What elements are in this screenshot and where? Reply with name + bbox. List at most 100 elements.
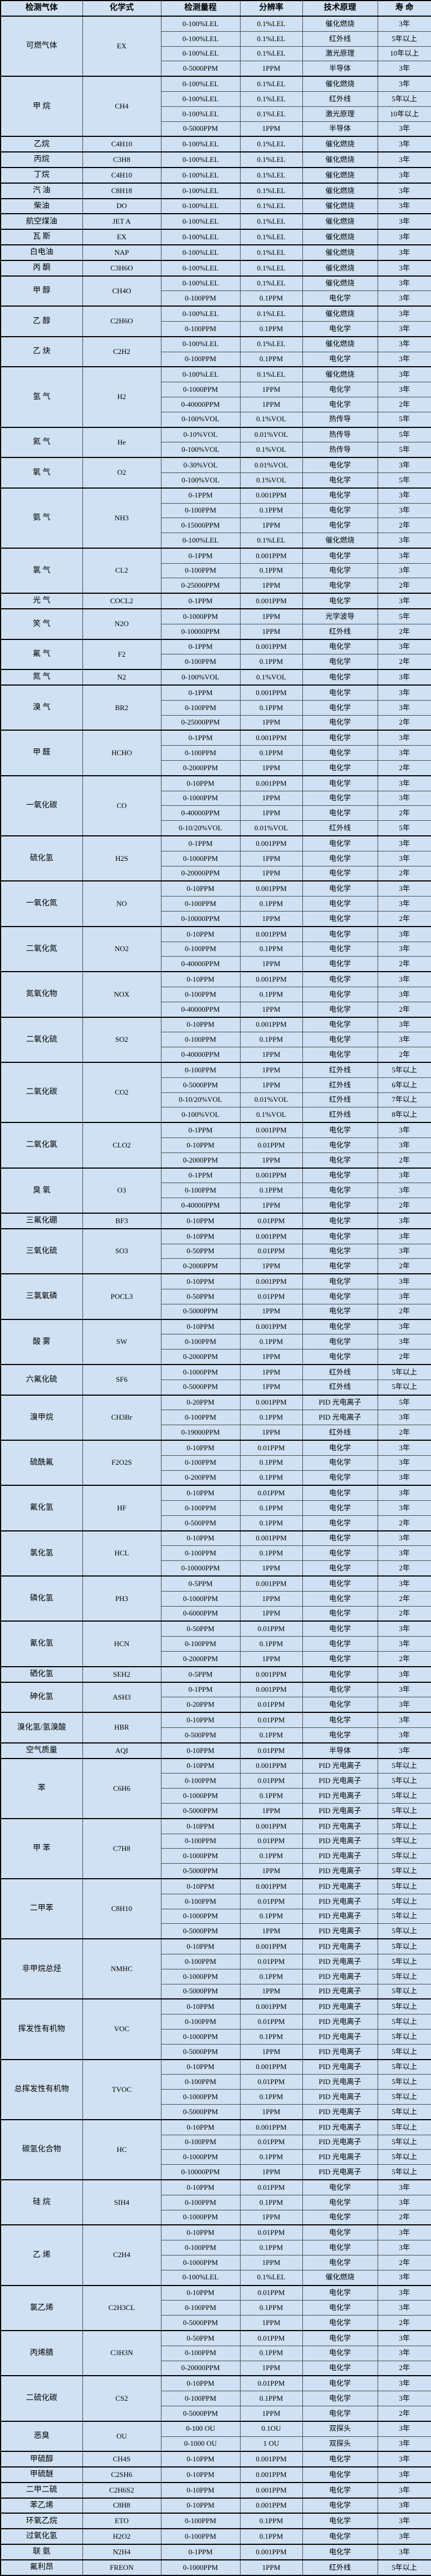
range-cell: 0-100%LEL <box>160 2269 241 2286</box>
range-cell: 0-20PPM <box>160 1394 241 1411</box>
range-cell: 0-1000PPM <box>160 1968 241 1984</box>
range-cell: 0-5000PPM <box>160 1863 241 1879</box>
table-row: 溴化氢/氢溴酸 HBR 0-10PPM 0.01PPM 电化学 3年 <box>0 1712 431 1743</box>
lifespan-cell: 3年 <box>377 745 431 761</box>
range-cell: 0-100PPM <box>160 2513 241 2529</box>
principle-cell: 红外线 <box>302 623 378 640</box>
range-cell: 0-1PPM <box>160 1681 241 1698</box>
range-cell: 0-5000PPM <box>160 1983 241 1999</box>
resolution-cell: 0.001PPM <box>239 1228 303 1244</box>
range-cell: 0-1000PPM <box>160 608 241 624</box>
principle-cell: 催化燃烧 <box>302 229 378 245</box>
table-row: 0-100PPM 0.1PPM 电化学 3年 <box>1 1545 431 1562</box>
principle-cell: 红外线 <box>302 1061 378 1078</box>
resolution-cell: 1PPM <box>239 2405 303 2422</box>
principle-cell: 电化学 <box>302 760 378 776</box>
principle-cell: 电化学 <box>302 2528 378 2545</box>
formula-cell: C2H2 <box>82 336 161 367</box>
lifespan-cell: 3年 <box>377 306 431 322</box>
resolution-cell: 1PPM <box>239 2254 303 2270</box>
gas-name-cell: 溴化氢/氢溴酸 <box>0 1712 83 1743</box>
formula-cell: HBR <box>82 1712 161 1743</box>
table-row: 甲硫醚 C2SH6 0-10PPM 0.001PPM 电化学 3年 <box>0 2466 431 2483</box>
resolution-cell: 1PPM <box>239 121 303 137</box>
lifespan-cell: 3年 <box>377 2481 431 2499</box>
principle-cell: 电化学 <box>302 638 378 655</box>
resolution-cell: 0.1PPM <box>239 1727 303 1743</box>
principle-cell: 红外线 <box>302 1092 378 1108</box>
table-row: 0-25000PPM 1PPM 电化学 2年 <box>1 578 431 594</box>
table-row: 二氧化碳 CO2 0-100PPM 1PPM 红外线 5年以上 <box>0 1061 431 1123</box>
principle-cell: PID 光电离子 <box>302 1968 378 1984</box>
lifespan-cell: 5年以上 <box>377 1954 431 1969</box>
principle-cell: 红外线 <box>302 31 378 47</box>
principle-cell: 催化燃烧 <box>302 151 378 168</box>
table-row: 丁烷 C4H10 0-100%LEL 0.1%LEL 催化燃烧 3年 <box>0 166 431 184</box>
formula-cell: C2H6O <box>82 306 161 337</box>
range-cell: 0-25000PPM <box>160 578 241 594</box>
lifespan-cell: 3年 <box>377 198 431 214</box>
gas-name-cell: 氨 气 <box>0 487 83 549</box>
table-row: 过氧化氢 H2O2 0-100PPM 0.1PPM 电化学 3年 <box>0 2528 431 2545</box>
principle-cell: 红外线 <box>302 1107 378 1123</box>
table-row: 0-2000PPM 1PPM 电化学 2年 <box>1 1349 431 1365</box>
gas-name-cell: 航空煤油 <box>0 213 83 230</box>
formula-cell: C8H18 <box>82 182 161 199</box>
table-row: 0-1000PPM 0.1PPM PID 光电离子 5年以上 <box>1 1848 431 1864</box>
principle-cell: 电化学 <box>302 2360 378 2376</box>
resolution-cell: 0.01PPM <box>239 1485 303 1501</box>
table-row: 0-1000PPM 0.1PPM PID 光电离子 5年以上 <box>1 1968 431 1984</box>
resolution-cell: 0.01PPM <box>239 1954 303 1969</box>
principle-cell: PID 光电离子 <box>302 1893 378 1909</box>
formula-cell: C8H8 <box>82 2497 161 2514</box>
table-row: 0-100PPM 0.1PPM 电化学 3年 <box>1 290 431 307</box>
formula-cell: HCL <box>82 1530 161 1577</box>
range-cell: 0-19000PPM <box>160 1425 241 1441</box>
range-cell: 0-10PPM <box>160 1757 241 1774</box>
range-cell: 0-50PPM <box>160 1243 241 1259</box>
table-row: 二氧化硫 SO2 0-10PPM 0.001PPM 电化学 3年 <box>0 1016 431 1063</box>
principle-cell: 电化学 <box>302 1032 378 1048</box>
principle-cell: 电化学 <box>302 2375 378 2392</box>
gas-name-cell: 恶臭 <box>0 2420 83 2452</box>
resolution-cell: 0.001PPM <box>239 1273 303 1289</box>
principle-cell: 电化学 <box>302 1243 378 1259</box>
range-cell: 0-20PPM <box>160 1697 241 1713</box>
principle-cell: PID 光电离子 <box>302 2134 378 2150</box>
range-cell: 0-5000PPM <box>160 1077 241 1093</box>
lifespan-cell: 3年 <box>377 2329 431 2346</box>
range-cell: 0-100%LEL <box>160 533 241 549</box>
table-row: 碳氢化合物 HC 0-10PPM 0.001PPM PID 光电离子 5年以上 <box>0 2119 431 2180</box>
formula-cell: C6H6 <box>82 1757 161 1819</box>
lifespan-cell: 2年 <box>377 1258 431 1274</box>
principle-cell: 电化学 <box>302 1001 378 1018</box>
resolution-cell: 0.01PPM <box>239 1712 303 1728</box>
table-row: 0-100PPM 0.1PPM 电化学 3年 <box>1 503 431 519</box>
table-row: 氟化氢 HF 0-10PPM 0.01PPM 电化学 3年 <box>0 1485 431 1531</box>
resolution-cell: 1PPM <box>239 2315 303 2331</box>
resolution-cell: 1PPM <box>239 1077 303 1093</box>
principle-cell: 电化学 <box>302 1560 378 1577</box>
gas-name-cell: 碳氢化合物 <box>0 2119 83 2180</box>
lifespan-cell: 3年 <box>377 941 431 957</box>
table-row: 0-500PPM 0.1PPM 电化学 3年 <box>1 1727 431 1743</box>
range-cell: 0-6000PPM <box>160 1605 241 1622</box>
lifespan-cell: 10年以上 <box>377 46 431 62</box>
principle-cell: PID 光电离子 <box>302 1773 378 1789</box>
formula-cell: N2O <box>82 608 161 640</box>
principle-cell: 电化学 <box>302 1651 378 1667</box>
lifespan-cell: 3年 <box>377 790 431 806</box>
range-cell: 0-2000PPM <box>160 760 241 776</box>
resolution-cell: 0.01PPM <box>239 1742 303 1759</box>
principle-cell: 催化燃烧 <box>302 213 378 230</box>
resolution-cell: 0.1PPM <box>239 987 303 1002</box>
range-cell: 0-100PPM <box>160 351 241 367</box>
gas-name-cell: 笑 气 <box>0 608 83 640</box>
lifespan-cell: 5年以上 <box>377 2134 431 2150</box>
lifespan-cell: 2年 <box>377 2405 431 2422</box>
range-cell: 0-100PPM <box>160 1833 241 1849</box>
table-row: 0-100PPM 0.01PPM PID 光电离子 5年以上 <box>1 2014 431 2030</box>
principle-cell: PID 光电离子 <box>302 2058 378 2075</box>
table-row: 0-100PPM 0.1PPM 电化学 3年 <box>1 745 431 761</box>
range-cell: 0-40000PPM <box>160 956 241 972</box>
